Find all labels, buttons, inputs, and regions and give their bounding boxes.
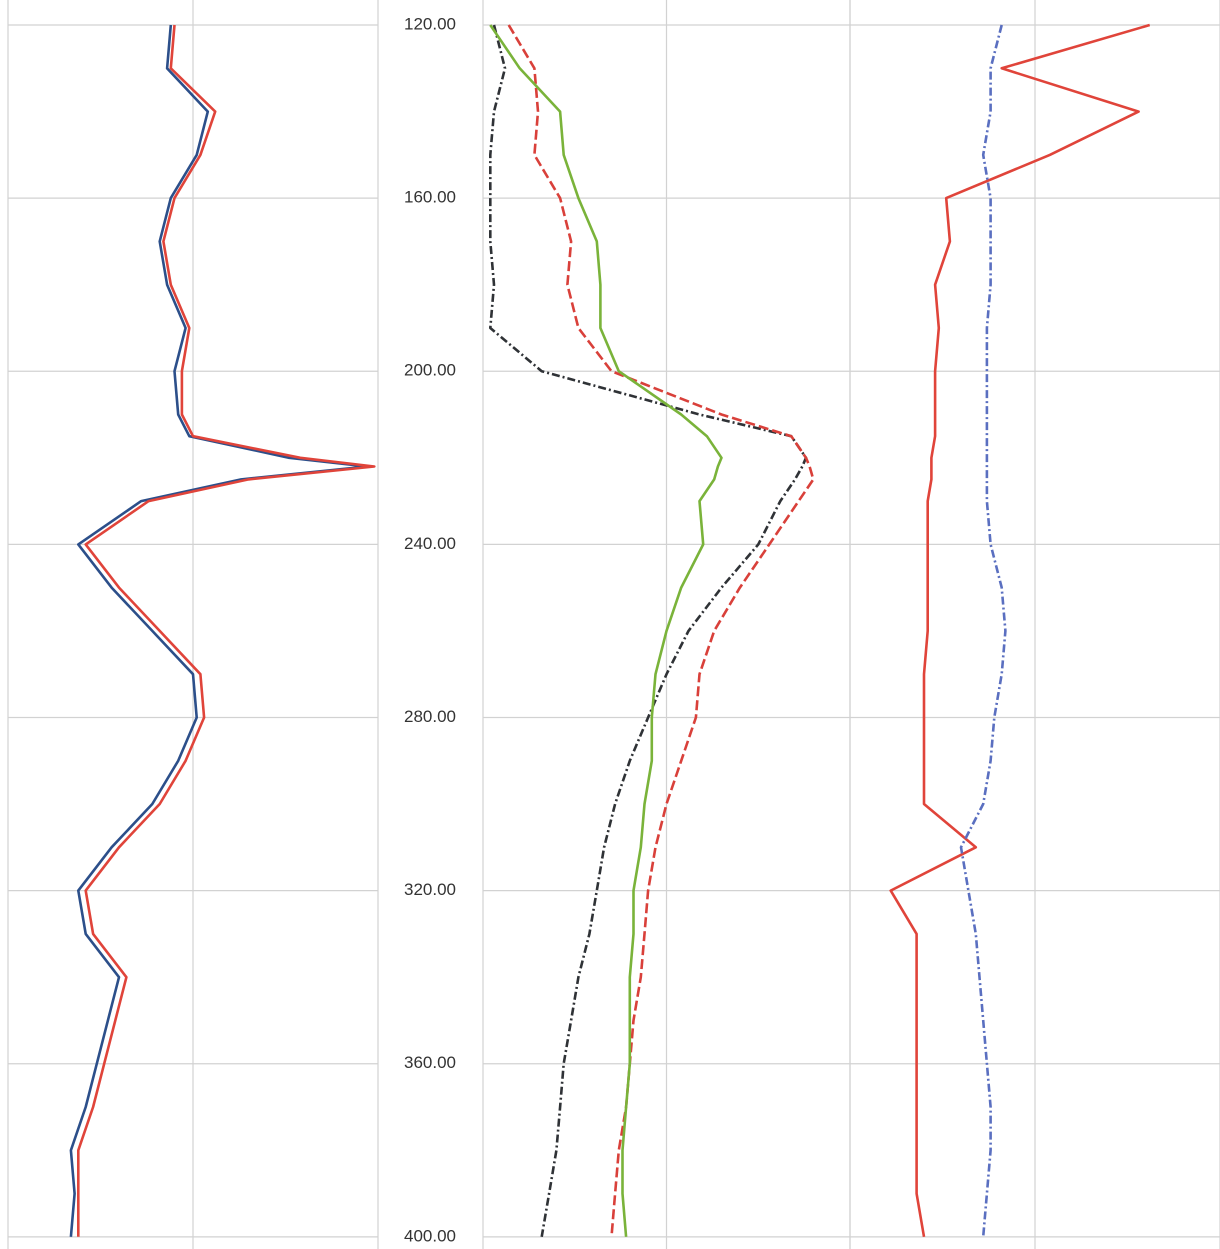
depth-label: 160.00 [404, 188, 456, 207]
log-curve [507, 24, 815, 1237]
depth-label: 360.00 [404, 1053, 456, 1072]
depth-label: 320.00 [404, 880, 456, 899]
depth-label: 200.00 [404, 361, 456, 380]
depth-label: 400.00 [404, 1226, 456, 1245]
log-curve [959, 24, 1007, 1237]
depth-label: 240.00 [404, 534, 456, 553]
log-curve [69, 24, 369, 1237]
depth-label: 120.00 [404, 14, 456, 33]
depth-label: 280.00 [404, 707, 456, 726]
log-curve [889, 23, 1151, 1238]
log-curve [489, 24, 723, 1237]
log-curve [489, 24, 808, 1238]
log-curve [77, 24, 376, 1237]
